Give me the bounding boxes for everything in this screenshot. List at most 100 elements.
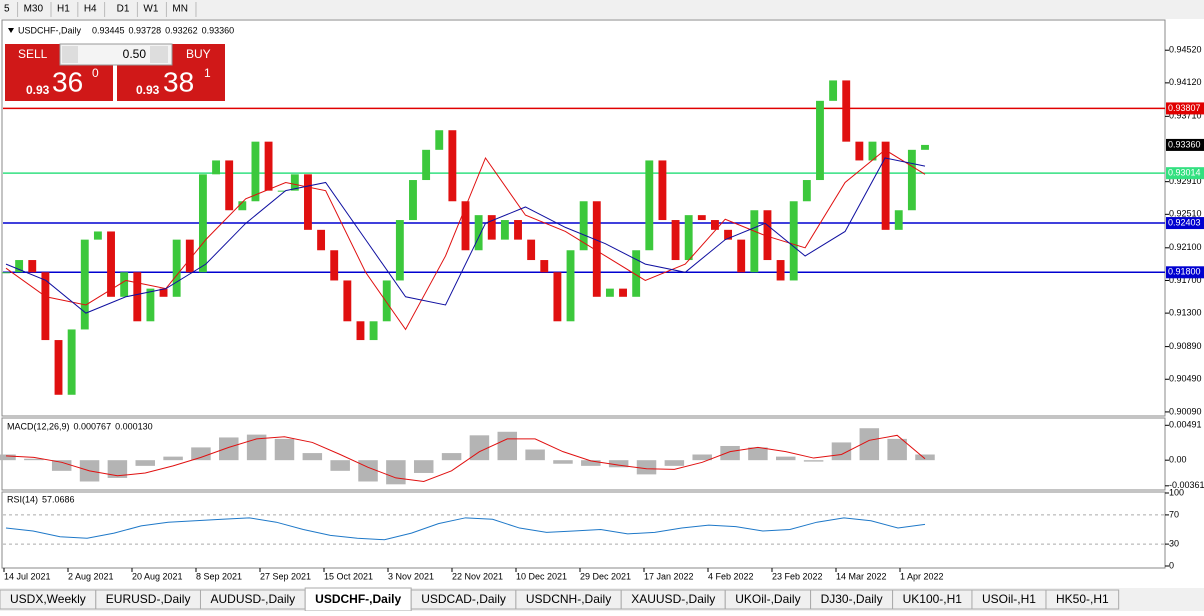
- buy-label[interactable]: BUY: [186, 47, 211, 61]
- timeframe-button[interactable]: W1: [143, 4, 158, 15]
- y-tick-label: 0.94520: [1169, 45, 1202, 55]
- timeframe-button[interactable]: D1: [117, 4, 130, 15]
- lot-field[interactable]: [59, 43, 173, 66]
- y-tick-label: 0.91300: [1169, 307, 1202, 317]
- macd-bar: [274, 438, 295, 461]
- timeframe-button[interactable]: 5: [4, 4, 10, 15]
- candle: [540, 260, 549, 273]
- x-tick-label: 27 Sep 2021: [260, 571, 311, 581]
- candle: [881, 141, 890, 230]
- candle: [93, 231, 102, 240]
- ohlc-label: 0.93445: [92, 25, 125, 35]
- candle: [816, 100, 824, 181]
- tab-label[interactable]: USDCAD-,Daily: [421, 592, 506, 606]
- candle: [527, 239, 536, 261]
- candle: [422, 149, 431, 181]
- x-tick-label: 17 Jan 2022: [644, 571, 694, 581]
- tab-label[interactable]: USOil-,H1: [982, 592, 1036, 606]
- bid-prefix: 0.93: [26, 83, 50, 97]
- candle: [172, 239, 181, 297]
- macd-bar: [246, 434, 267, 461]
- x-tick-label: 1 Apr 2022: [900, 571, 944, 581]
- macd-bar: [191, 447, 211, 461]
- level-label: 0.92403: [1168, 217, 1201, 227]
- trade-panel: SELL BUY 0.50 0.93 36 0 0.93 38 1: [5, 43, 225, 101]
- x-tick-label: 23 Feb 2022: [772, 571, 823, 581]
- tab-label[interactable]: XAUUSD-,Daily: [631, 592, 715, 606]
- level-label-box: [1166, 266, 1204, 279]
- lot-value[interactable]: 0.50: [123, 47, 147, 61]
- macd-bar: [135, 460, 155, 466]
- macd-bar: [330, 460, 350, 471]
- level-label: 0.93014: [1168, 168, 1201, 178]
- moving-average: [5, 157, 926, 314]
- timeframe-button[interactable]: MN: [172, 4, 188, 15]
- candle: [619, 288, 627, 297]
- tab-label[interactable]: EURUSD-,Daily: [106, 592, 191, 606]
- macd-bar: [720, 445, 740, 461]
- y-tick-label: -0.00361: [1169, 480, 1204, 490]
- candle: [724, 229, 733, 240]
- candle: [133, 272, 142, 322]
- level-label: 0.93807: [1168, 103, 1201, 113]
- tab[interactable]: [1045, 589, 1120, 610]
- candle: [2, 272, 10, 274]
- x-tick-label: 2 Aug 2021: [68, 571, 114, 581]
- candle: [146, 288, 155, 322]
- candle: [107, 231, 115, 297]
- indicator-reading: 57.0686: [42, 494, 75, 504]
- candle: [264, 141, 273, 191]
- tab-label[interactable]: USDX,Weekly: [10, 592, 86, 606]
- y-tick-label: 0.92100: [1169, 242, 1202, 252]
- indicator-title: RSI(14): [7, 494, 38, 504]
- timeframe-button[interactable]: H1: [57, 4, 70, 15]
- macd-bar: [24, 458, 44, 461]
- candle: [159, 288, 168, 297]
- tab-label[interactable]: UKOil-,Daily: [735, 592, 800, 606]
- lot-up[interactable]: [150, 46, 168, 63]
- candle: [28, 260, 37, 273]
- tab-label[interactable]: UK100-,H1: [903, 592, 963, 606]
- candle: [500, 220, 509, 240]
- tab-label[interactable]: HK50-,H1: [1056, 592, 1109, 606]
- macd-bar: [441, 453, 462, 461]
- candle: [80, 239, 89, 330]
- tab-label[interactable]: USDCNH-,Daily: [526, 592, 611, 606]
- y-tick-label: 0: [1169, 560, 1174, 570]
- candle: [645, 160, 654, 251]
- tab-label[interactable]: USDCHF-,Daily: [315, 592, 401, 606]
- candle: [330, 250, 339, 281]
- tab-label[interactable]: DJ30-,Daily: [821, 592, 883, 606]
- candle: [343, 280, 352, 322]
- macd-bar: [748, 447, 768, 461]
- candle: [684, 215, 693, 261]
- macd-bar: [358, 460, 378, 482]
- timeframe-button[interactable]: M30: [24, 4, 44, 15]
- last-price-label: 0.93360: [1168, 139, 1201, 149]
- macd-bar: [887, 438, 907, 461]
- candle: [605, 288, 614, 297]
- candle: [579, 201, 588, 251]
- tab-label[interactable]: AUDUSD-,Daily: [210, 592, 295, 606]
- candle: [697, 215, 706, 221]
- sell-label[interactable]: SELL: [18, 47, 48, 61]
- candle: [868, 141, 877, 161]
- last-price-box: [1166, 138, 1204, 151]
- macd-bar: [469, 435, 490, 461]
- candle: [67, 329, 76, 395]
- candle: [711, 220, 719, 230]
- ohlc-label: 0.93262: [165, 25, 198, 35]
- candle: [789, 201, 798, 281]
- indicator-title: MACD(12,26,9): [7, 421, 70, 431]
- y-tick-label: 0.00491: [1169, 420, 1202, 430]
- candle: [212, 160, 220, 175]
- candle: [474, 215, 483, 251]
- lot-down[interactable]: [62, 46, 78, 63]
- candle: [658, 160, 667, 221]
- candle: [290, 174, 299, 191]
- y-tick-label: 0.94120: [1169, 77, 1202, 87]
- timeframe-button[interactable]: H4: [84, 4, 97, 15]
- macd-bar: [915, 454, 935, 461]
- rsi-line: [5, 517, 926, 541]
